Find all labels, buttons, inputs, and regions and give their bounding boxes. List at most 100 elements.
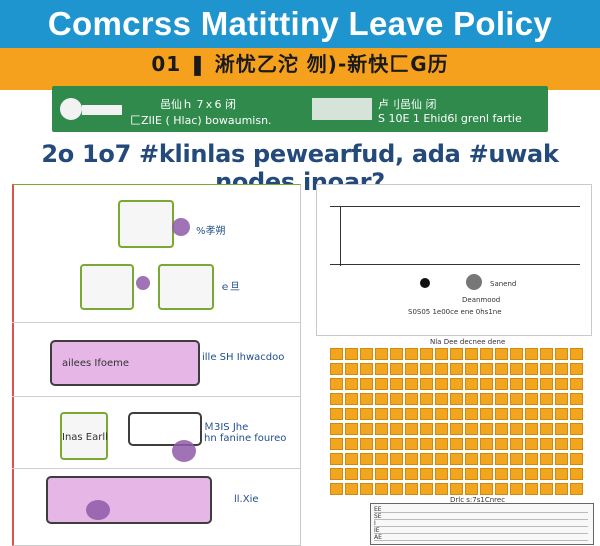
grid-cell [525, 408, 538, 420]
grid-cell [360, 378, 373, 390]
grid-cell [480, 363, 493, 375]
grid-cell [540, 423, 553, 435]
grid-cell [360, 348, 373, 360]
group-icon [172, 440, 196, 462]
grid-cell [465, 363, 478, 375]
grid-cell [420, 348, 433, 360]
policy-card-label: ailees Ifoeme [62, 358, 130, 369]
grid-cell [465, 438, 478, 450]
left-info-line1: 邑仙ｈ 7ｘ6 闭 [160, 98, 236, 111]
grid-cell [345, 363, 358, 375]
grid-cell [420, 393, 433, 405]
grid-cell [330, 363, 343, 375]
step-card-2a [80, 264, 134, 310]
legend-label-1: Deanmood [462, 296, 501, 304]
grid-cell [360, 453, 373, 465]
legend-label-2: Sanend [490, 280, 517, 288]
row4-text: Ｍ3IS Jhe hn fanine foureo [204, 422, 287, 444]
link-icon [136, 276, 150, 290]
grid-cell [480, 468, 493, 480]
grid-cell [555, 468, 568, 480]
grid-cell [390, 408, 403, 420]
grid-cell [510, 408, 523, 420]
grid-cell [330, 393, 343, 405]
grid-cell [510, 393, 523, 405]
grid-cell [360, 393, 373, 405]
legend-dot-2 [466, 274, 482, 290]
grid-cell [435, 363, 448, 375]
grid-cell [390, 468, 403, 480]
grid-cell [480, 408, 493, 420]
policy-card [50, 340, 200, 386]
right-mid-rule [330, 264, 580, 265]
grid-cell [390, 378, 403, 390]
grid-cell [525, 423, 538, 435]
subheader-band [0, 48, 600, 90]
grid-cell [555, 393, 568, 405]
step-card-2b [158, 264, 214, 310]
grid-cell [450, 363, 463, 375]
grid-cell [345, 378, 358, 390]
row1-label: %孝朔 [196, 226, 226, 237]
grid-cell [330, 468, 343, 480]
table-row: AE [374, 534, 588, 541]
grid-cell [495, 423, 508, 435]
grid-cell [450, 438, 463, 450]
grid-cell [510, 453, 523, 465]
grid-cell [525, 378, 538, 390]
grid-cell [345, 393, 358, 405]
grid-cell [540, 408, 553, 420]
right-info-line2: S 10E 1 Ehid6l grenl fartie [378, 112, 522, 125]
grid-cell [420, 438, 433, 450]
table-row-group: EE SE I IE AE [374, 506, 588, 541]
grid-cell [570, 378, 583, 390]
grid-cell [330, 483, 343, 495]
row5-text: ll.Xie [234, 494, 259, 505]
left-info-line2: 匚ZIIE ( Hlac) bowaumisn. [130, 114, 272, 127]
grid-cell [420, 363, 433, 375]
grid-cell [495, 378, 508, 390]
grid-cell [540, 393, 553, 405]
grid-cell [525, 453, 538, 465]
step-card-1 [118, 200, 174, 248]
grid-cell [555, 453, 568, 465]
left-divider-3 [12, 468, 300, 469]
grid-cell [450, 378, 463, 390]
grid-cell [435, 468, 448, 480]
right-panel [316, 184, 592, 336]
grid-cell [555, 423, 568, 435]
grid-cell [405, 468, 418, 480]
grid-cell [570, 408, 583, 420]
grid-cell [405, 348, 418, 360]
grid-cell [510, 423, 523, 435]
grid-cell [465, 393, 478, 405]
grid-cell [420, 483, 433, 495]
right-footnote: S0S05 1e00ce ene 0hs1ne [408, 308, 502, 316]
grid-cell [570, 423, 583, 435]
grid-cell [570, 468, 583, 480]
grid-cell [510, 438, 523, 450]
grid-cell [360, 438, 373, 450]
grid-cell [480, 453, 493, 465]
grid-cell [390, 483, 403, 495]
right-top-rule [330, 206, 580, 207]
grid-cell [465, 483, 478, 495]
subheader-text: 01 ❚ 淅忧乙沱 刎)-新快匚G历 [151, 52, 449, 76]
grid-cell [480, 348, 493, 360]
info-bar [52, 86, 548, 132]
grid-cell [510, 363, 523, 375]
grid-cell [330, 348, 343, 360]
step-card-5 [46, 476, 212, 524]
row4-card-label: Inas Earll [62, 432, 108, 443]
grid-cell [450, 408, 463, 420]
legend-dot-1 [420, 278, 430, 288]
question-heading: 2o 1o7 #klinlas pewearfud, ada #uwak nod… [41, 140, 559, 196]
grid-cell [390, 453, 403, 465]
grid-cell [420, 453, 433, 465]
grid-cell [435, 393, 448, 405]
grid-cell [570, 453, 583, 465]
grid-cell [405, 408, 418, 420]
policy-card-note: ille SH Ihwacdoo [202, 352, 285, 363]
people-icon [86, 500, 110, 520]
grid-cell [540, 348, 553, 360]
